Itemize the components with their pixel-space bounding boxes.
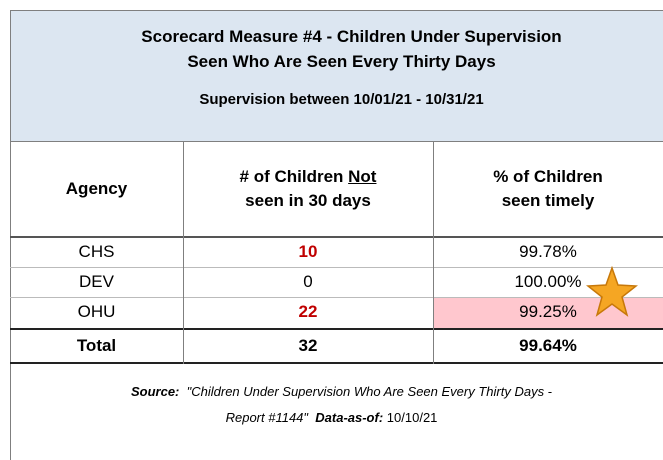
table-cell: 22 — [298, 302, 318, 321]
border — [10, 328, 663, 330]
source-label: Source: — [130, 384, 180, 399]
table-cell: DEV — [79, 272, 114, 291]
border — [433, 141, 434, 364]
border — [10, 267, 663, 268]
asof: Report #1144" Data-as-of: 10/10/21 — [226, 410, 438, 425]
table-cell: CHS — [78, 242, 115, 261]
asof-label: Data-as-of: — [315, 410, 384, 425]
total-cell: 32 — [298, 335, 318, 355]
header-text: seen in 30 days — [245, 190, 371, 210]
total-cell: 99.64% — [519, 335, 577, 355]
total-cell: Total — [76, 335, 117, 355]
column-header: Agency — [65, 178, 128, 198]
border — [10, 10, 663, 11]
column-header: # of Children Not seen in 30 days — [183, 141, 433, 236]
border — [10, 362, 663, 364]
header-text: % of Children — [493, 166, 603, 186]
border — [10, 236, 663, 238]
title-line: Scorecard Measure #4 - Children Under Su… — [141, 27, 562, 46]
asof-date: 10/10/21 — [386, 410, 438, 425]
star-icon — [586, 266, 638, 317]
header-text: Not — [348, 166, 377, 186]
border — [10, 10, 11, 460]
border — [10, 297, 663, 298]
table-cell: 99.25% — [519, 302, 577, 321]
border — [10, 141, 663, 142]
table-cell: 0 — [303, 272, 313, 291]
source-line: Source: "Children Under Supervision Who … — [10, 384, 663, 399]
table-cell: OHU — [77, 302, 116, 321]
table-cell: 10 — [298, 242, 318, 261]
title-line: Seen Who Are Seen Every Thirty Days — [187, 52, 496, 71]
border — [183, 141, 184, 364]
column-header: % of Children seen timely — [433, 141, 663, 236]
title-band — [10, 10, 663, 141]
subtitle: Supervision between 10/01/21 - 10/31/21 — [199, 91, 484, 108]
table-cell: 100.00% — [514, 272, 582, 291]
header-text: seen timely — [501, 190, 595, 210]
asof-line: Report #1144" Data-as-of: 10/10/21 — [0, 410, 663, 425]
source-text: "Children Under Supervision Who Are Seen… — [186, 384, 553, 399]
header-text: # of Children — [239, 166, 349, 186]
table-cell: 99.78% — [519, 242, 577, 261]
source-text: Report #1144" — [225, 410, 309, 425]
